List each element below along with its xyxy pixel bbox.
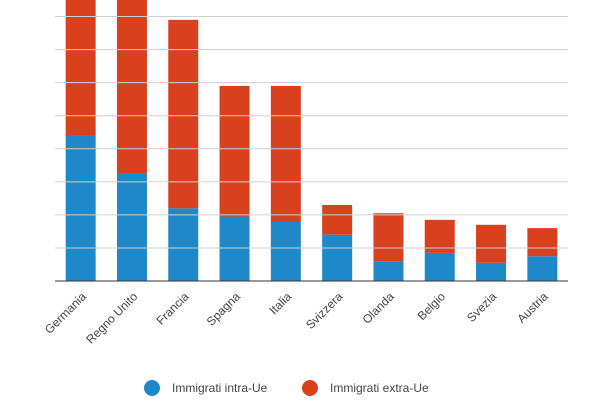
bar-segment: [168, 19, 199, 209]
legend-marker: [144, 380, 160, 396]
bar-segment: [270, 85, 301, 222]
bar-segment: [116, 173, 147, 281]
bar-segment: [65, 135, 96, 281]
bar-segment: [322, 234, 353, 281]
plot-area: [65, 0, 558, 281]
x-tick-label: Regno Unito: [83, 289, 140, 346]
bar-segment: [424, 219, 455, 253]
x-tick-label: Belgio: [415, 289, 449, 323]
bar-segment: [424, 252, 455, 281]
bar-segment: [476, 224, 507, 263]
legend-label: Immigrati extra-Ue: [330, 381, 429, 395]
x-tick-label: Olanda: [360, 289, 397, 326]
bar-segment: [373, 261, 404, 281]
x-tick-label: Austria: [514, 289, 551, 326]
x-tick-label: Germania: [42, 289, 89, 336]
bar-segment: [527, 228, 558, 257]
x-tick-label: Spagna: [204, 289, 243, 328]
bar-segment: [322, 204, 353, 235]
bar-segment: [527, 256, 558, 281]
bar-segment: [116, 0, 147, 174]
bar-segment: [219, 85, 250, 217]
bar-segment: [270, 221, 301, 281]
x-tick-label: Svizzera: [303, 289, 346, 332]
bar-segment: [168, 208, 199, 281]
x-tick-label: Svezia: [464, 289, 500, 325]
legend-label: Immigrati intra-Ue: [172, 381, 268, 395]
x-tick-label: Italia: [266, 289, 294, 317]
bar-segment: [373, 213, 404, 262]
legend-marker: [302, 380, 318, 396]
bar-segment: [219, 216, 250, 281]
bar-segment: [65, 0, 96, 136]
bar-segment: [476, 262, 507, 281]
x-tick-label: Francia: [153, 289, 191, 327]
